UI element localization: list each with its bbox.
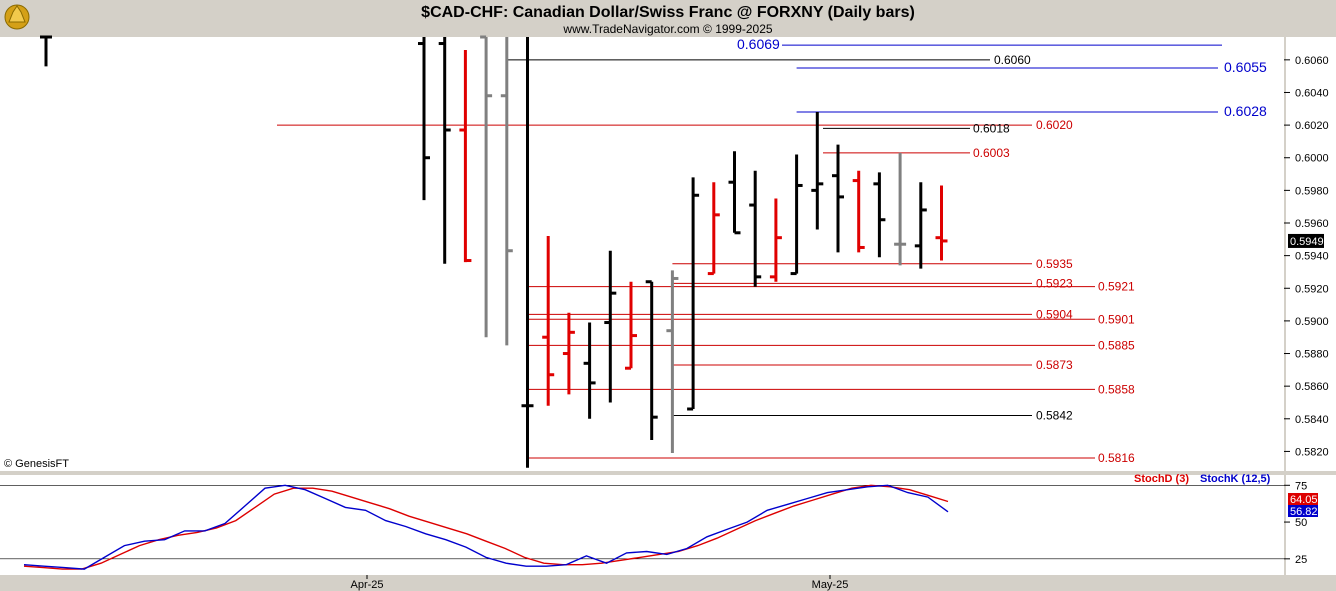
level-label: 0.5935 bbox=[1036, 257, 1073, 271]
ohlc-bar bbox=[583, 322, 596, 419]
price-tick-label: 0.5980 bbox=[1295, 185, 1329, 197]
ohlc-bar bbox=[832, 144, 844, 253]
ohlc-bar bbox=[459, 50, 472, 263]
level-label: 0.5858 bbox=[1098, 382, 1135, 396]
level-label: 0.5816 bbox=[1098, 451, 1135, 465]
level-label: 0.5923 bbox=[1036, 276, 1073, 290]
ohlc-bar bbox=[852, 170, 865, 253]
level-label: 0.5873 bbox=[1036, 358, 1073, 372]
ohlc-bar bbox=[542, 236, 555, 406]
ohlc-bar bbox=[873, 172, 886, 258]
price-tick-label: 0.5820 bbox=[1295, 446, 1329, 458]
price-panel bbox=[0, 37, 1284, 471]
ohlc-bar bbox=[40, 35, 52, 67]
ohlc-bar bbox=[625, 281, 637, 370]
price-tick-label: 0.6040 bbox=[1295, 87, 1329, 99]
x-tick-label: May-25 bbox=[812, 579, 849, 591]
trade-navigator-logo-icon bbox=[4, 4, 30, 30]
watermark: © GenesisFT bbox=[4, 458, 69, 470]
level-label: 0.6028 bbox=[1224, 103, 1267, 119]
level-label: 0.6020 bbox=[1036, 118, 1073, 132]
ohlc-bar bbox=[521, 37, 534, 468]
level-label: 0.5842 bbox=[1036, 409, 1073, 423]
ohlc-bar bbox=[687, 177, 700, 411]
stoch-tick-label: 25 bbox=[1295, 554, 1307, 566]
level-label: 0.5901 bbox=[1098, 312, 1135, 326]
stoch-legend-k: StochK (12,5) bbox=[1200, 473, 1271, 485]
ohlc-bar bbox=[914, 182, 927, 269]
level-label: 0.6060 bbox=[994, 53, 1031, 67]
ohlc-bar bbox=[500, 37, 513, 346]
ohlc-bar bbox=[749, 170, 762, 287]
ohlc-bar bbox=[894, 152, 907, 266]
price-tick-label: 0.5960 bbox=[1295, 218, 1329, 230]
subtitle: www.TradeNavigator.com © 1999-2025 bbox=[562, 22, 772, 36]
ohlc-bar bbox=[562, 312, 575, 395]
level-label: 0.6069 bbox=[737, 36, 780, 52]
ohlc-bar bbox=[438, 37, 451, 264]
stoch-tick-label: 50 bbox=[1295, 517, 1307, 529]
last-price-box bbox=[1288, 233, 1324, 248]
stoch-last-label: 56.82 bbox=[1290, 506, 1318, 518]
price-tick-label: 0.5900 bbox=[1295, 316, 1329, 328]
stoch-last-box bbox=[1288, 493, 1318, 505]
ohlc-bar bbox=[604, 250, 617, 403]
ohlc-bar bbox=[769, 198, 782, 282]
last-price-label: 0.5949 bbox=[1290, 236, 1324, 248]
ohlc-bar bbox=[666, 270, 679, 454]
stoch-panel bbox=[0, 475, 1284, 575]
ohlc-bar bbox=[811, 112, 824, 230]
price-tick-label: 0.5940 bbox=[1295, 251, 1329, 263]
price-tick-label: 0.5920 bbox=[1295, 283, 1329, 295]
ohlc-bar bbox=[707, 182, 720, 276]
ohlc-bar bbox=[418, 37, 430, 201]
stoch-legend-d: StochD (3) bbox=[1134, 473, 1189, 485]
price-tick-label: 0.5860 bbox=[1295, 381, 1329, 393]
level-label: 0.5904 bbox=[1036, 307, 1073, 321]
level-label: 0.6003 bbox=[973, 146, 1010, 160]
price-axis-panel bbox=[1286, 37, 1336, 471]
ohlc-bar bbox=[935, 185, 948, 261]
stoch-k-line bbox=[23, 484, 949, 570]
level-label: 0.6018 bbox=[973, 121, 1010, 135]
price-tick-label: 0.6000 bbox=[1295, 153, 1329, 165]
stoch-axis-panel bbox=[1286, 475, 1336, 575]
level-label: 0.5921 bbox=[1098, 280, 1135, 294]
stoch-d-line bbox=[23, 484, 949, 570]
page-title: $CAD-CHF: Canadian Dollar/Swiss Franc @ … bbox=[421, 4, 915, 21]
level-label: 0.5885 bbox=[1098, 338, 1135, 352]
stoch-last-box bbox=[1288, 505, 1318, 517]
level-label: 0.6055 bbox=[1224, 59, 1267, 75]
ohlc-bar bbox=[480, 35, 493, 338]
price-tick-label: 0.5840 bbox=[1295, 414, 1329, 426]
stoch-tick-label: 75 bbox=[1295, 480, 1307, 492]
price-tick-label: 0.5880 bbox=[1295, 349, 1329, 361]
x-tick-label: Apr-25 bbox=[350, 579, 383, 591]
price-tick-label: 0.6060 bbox=[1295, 55, 1329, 67]
ohlc-bar bbox=[728, 151, 741, 235]
price-tick-label: 0.6020 bbox=[1295, 120, 1329, 132]
stoch-last-label: 64.05 bbox=[1290, 494, 1318, 506]
ohlc-bar bbox=[790, 154, 803, 276]
ohlc-bar bbox=[645, 280, 658, 440]
